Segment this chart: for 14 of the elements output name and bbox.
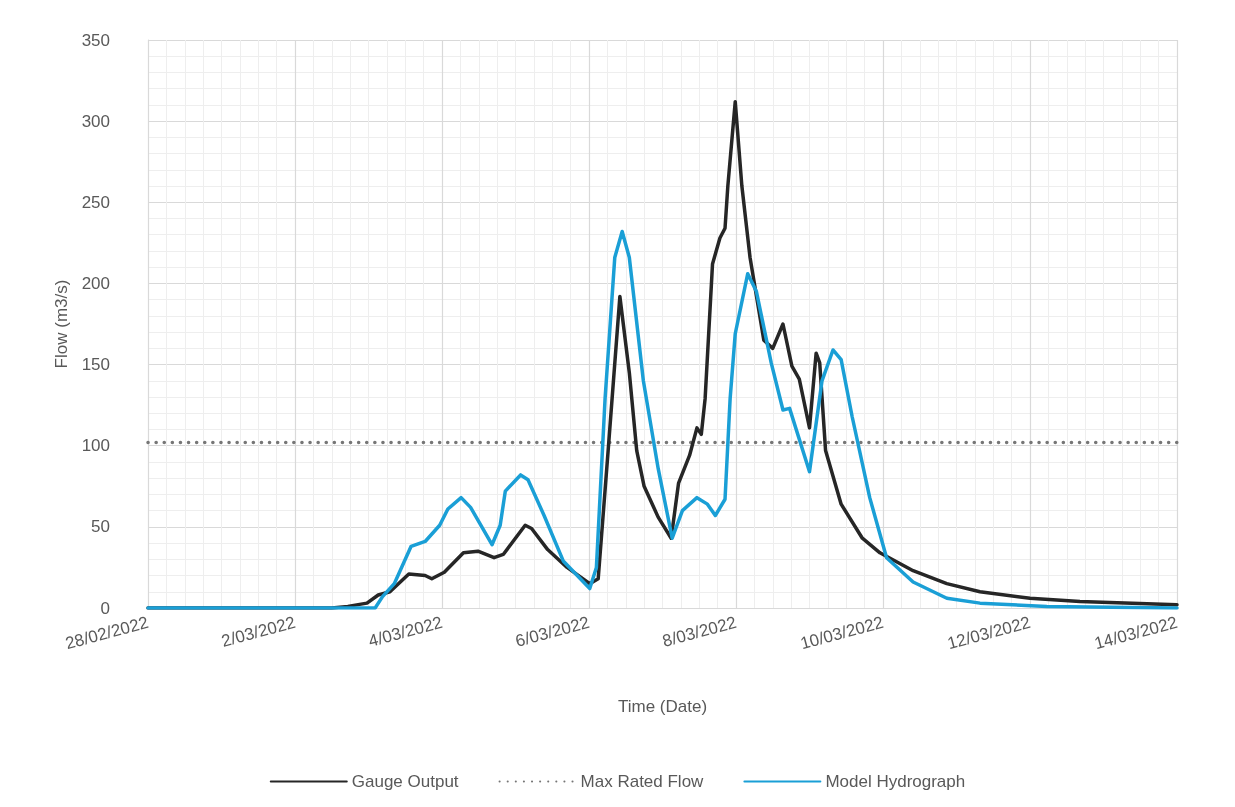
legend-label: Model Hydrograph — [825, 772, 966, 791]
y-tick-label: 150 — [81, 355, 110, 375]
y-tick-label: 100 — [81, 436, 110, 456]
y-tick-label: 350 — [81, 30, 110, 50]
x-axis-title: Time (Date) — [617, 697, 708, 716]
legend-label: Gauge Output — [351, 772, 459, 791]
y-tick-label: 250 — [81, 192, 110, 212]
y-tick-label: 0 — [100, 598, 110, 618]
y-axis-title: Flow (m3/s) — [52, 279, 71, 369]
y-tick-label: 300 — [81, 111, 110, 131]
y-tick-label: 200 — [81, 273, 110, 293]
legend-label: Max Rated Flow — [580, 772, 705, 791]
line-series — [146, 229, 1179, 610]
y-tick-label: 50 — [91, 517, 110, 537]
